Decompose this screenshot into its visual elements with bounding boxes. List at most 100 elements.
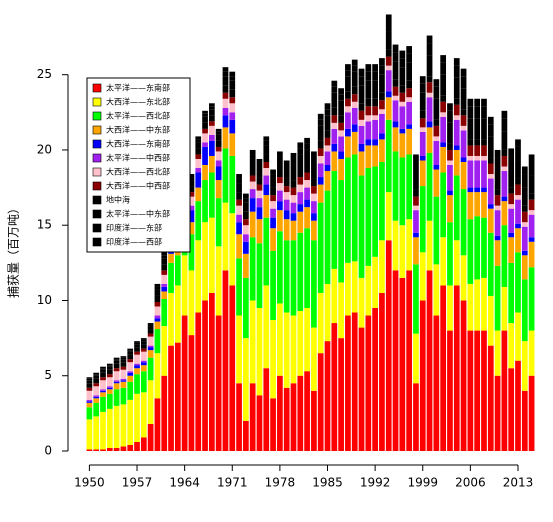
- bar-segment: [249, 149, 256, 155]
- bar-segment: [501, 196, 508, 202]
- bar-segment: [528, 375, 535, 451]
- bar-segment: [413, 333, 419, 384]
- bar-segment: [270, 217, 276, 229]
- bar-segment: [494, 210, 501, 236]
- bar-segment: [147, 423, 154, 451]
- bar-segment: [433, 98, 440, 120]
- bar-segment: [419, 92, 426, 111]
- bar-segment: [406, 80, 413, 89]
- bar-segment: [358, 151, 365, 176]
- bar-segment: [195, 168, 202, 173]
- bar-segment: [100, 372, 106, 378]
- bar-segment: [154, 301, 161, 307]
- bar-segment: [528, 241, 535, 268]
- bar-segment: [372, 256, 378, 308]
- bar-segment: [419, 160, 426, 187]
- bar-segment: [501, 155, 508, 167]
- bar-segment: [283, 186, 290, 193]
- bar-segment: [188, 180, 195, 187]
- bar-segment: [338, 151, 344, 159]
- bar-segment: [487, 232, 494, 296]
- bar-segment: [208, 121, 215, 126]
- bar-segment: [256, 177, 263, 185]
- bar-segment: [236, 199, 242, 206]
- bar-segment: [134, 341, 140, 343]
- bar-segment: [338, 180, 344, 283]
- bar-segment: [521, 174, 528, 188]
- bar-segment: [174, 285, 181, 343]
- bar-segment: [426, 92, 433, 98]
- bar-segment: [487, 124, 494, 137]
- bar-segment: [283, 387, 290, 451]
- bar-segment: [113, 381, 120, 384]
- bar-segment: [467, 283, 474, 331]
- bar-segment: [215, 160, 222, 167]
- bar-segment: [134, 374, 140, 394]
- bar-segment: [304, 143, 310, 150]
- bar-segment: [345, 157, 351, 263]
- bar-segment: [317, 184, 324, 203]
- bar-segment: [256, 207, 263, 220]
- bar-segment: [120, 369, 127, 379]
- bar-segment: [494, 171, 501, 190]
- bar-segment: [311, 186, 317, 194]
- bar-segment: [256, 198, 263, 208]
- bar-segment: [86, 407, 93, 420]
- bar-segment: [93, 383, 100, 387]
- bar-segment: [487, 174, 494, 179]
- bar-segment: [304, 149, 310, 165]
- bar-segment: [508, 204, 515, 209]
- bar-segment: [243, 211, 249, 220]
- bar-segment: [406, 46, 413, 54]
- bar-segment: [365, 168, 372, 266]
- bar-segment: [372, 139, 378, 146]
- bar-segment: [161, 258, 168, 265]
- bar-segment: [93, 398, 100, 403]
- bar-segment: [385, 56, 392, 66]
- bar-segment: [406, 124, 413, 129]
- bar-segment: [229, 133, 236, 156]
- bar-segment: [379, 92, 385, 101]
- bar-segment: [379, 74, 385, 93]
- bar-segment: [358, 85, 365, 104]
- bar-segment: [86, 449, 93, 451]
- bar-segment: [93, 378, 100, 384]
- bar-segment: [208, 155, 215, 173]
- bar-segment: [419, 76, 426, 84]
- bar-segment: [324, 115, 331, 131]
- bar-segment: [100, 366, 106, 369]
- bar-segment: [481, 277, 487, 331]
- bar-segment: [120, 356, 127, 358]
- bar-segment: [86, 390, 93, 400]
- bar-segment: [134, 344, 140, 348]
- bar-segment: [154, 398, 161, 451]
- bar-segment: [453, 119, 460, 146]
- bar-segment: [134, 365, 140, 369]
- bar-segment: [147, 380, 154, 424]
- bar-segment: [453, 98, 460, 105]
- bar-segment: [106, 363, 113, 366]
- bar-segment: [100, 392, 106, 397]
- bar-segment: [481, 155, 487, 161]
- y-tick-label: 5: [44, 368, 52, 382]
- bar-segment: [127, 348, 134, 351]
- legend-label: 大西洋——东北部: [106, 97, 170, 107]
- bar-segment: [249, 211, 256, 238]
- bar-segment: [351, 101, 358, 108]
- bar-segment: [202, 110, 208, 114]
- bar-segment: [304, 228, 310, 308]
- legend-swatch: [92, 97, 102, 107]
- legend-label: 大西洋——中西部: [106, 181, 170, 191]
- bar-segment: [351, 71, 358, 87]
- bar-segment: [331, 323, 338, 451]
- bar-segment: [147, 329, 154, 334]
- bar-segment: [188, 192, 195, 197]
- bar-segment: [202, 128, 208, 134]
- bar-segment: [161, 264, 168, 271]
- bar-segment: [494, 195, 501, 206]
- bar-segment: [338, 100, 344, 116]
- bar-segment: [379, 109, 385, 114]
- bar-segment: [351, 312, 358, 451]
- bar-segment: [222, 127, 229, 149]
- bar-segment: [290, 383, 297, 451]
